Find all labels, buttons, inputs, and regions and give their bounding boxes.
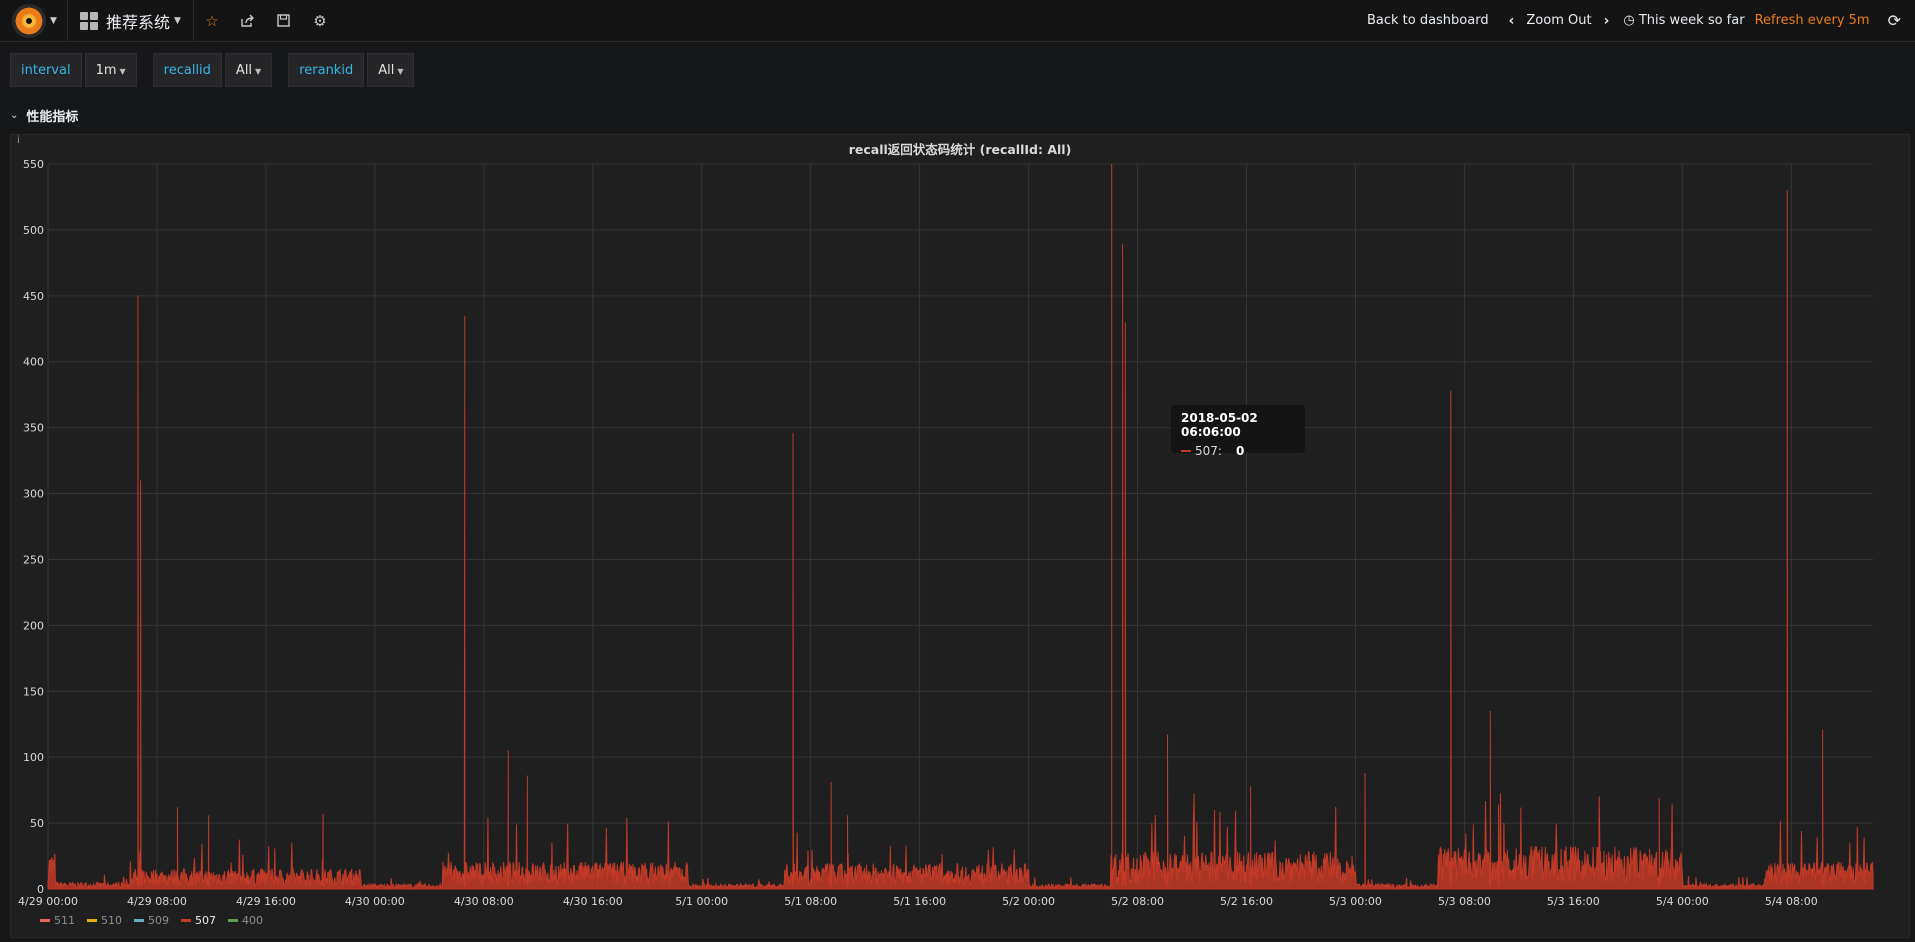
variable-label-rerankid: rerankid xyxy=(288,53,365,87)
x-tick-label: 4/30 00:00 xyxy=(345,895,405,908)
chevron-left-icon[interactable]: ‹ xyxy=(1508,12,1515,29)
y-tick-label: 100 xyxy=(23,751,44,764)
panel-title[interactable]: recall返回状态码统计 (recallId: All) xyxy=(848,142,1072,157)
legend-label: 507 xyxy=(195,914,216,927)
variable-value: All xyxy=(235,63,253,78)
chevron-down-icon: ⌄ xyxy=(10,110,19,121)
series-color-swatch xyxy=(181,919,191,922)
star-icon[interactable]: ☆ xyxy=(205,11,219,30)
legend-item-400[interactable]: 400 xyxy=(228,914,263,927)
y-tick-label: 0 xyxy=(37,883,44,896)
series-color-swatch xyxy=(1181,450,1191,452)
tooltip-series-row: 507: 0 xyxy=(1181,444,1295,458)
x-tick-label: 5/2 08:00 xyxy=(1111,895,1164,908)
template-variables: interval 1m ▼ recallid All ▼ rerankid All ▼ xyxy=(10,53,430,87)
legend-item-509[interactable]: 509 xyxy=(134,914,169,927)
refresh-interval-label[interactable]: Refresh every 5m xyxy=(1754,13,1870,28)
graph-tooltip: 2018-05-02 06:06:00 507: 0 xyxy=(1171,405,1305,458)
legend-label: 509 xyxy=(148,914,169,927)
y-tick-label: 400 xyxy=(23,356,44,369)
variable-select-recallid[interactable]: All ▼ xyxy=(224,53,273,87)
caret-down-icon: ▼ xyxy=(255,67,262,76)
series-color-swatch xyxy=(228,919,238,922)
series-color-swatch xyxy=(40,919,50,922)
x-tick-label: 5/3 16:00 xyxy=(1547,895,1600,908)
x-tick-label: 4/29 16:00 xyxy=(236,895,296,908)
variable-select-interval[interactable]: 1m ▼ xyxy=(84,53,137,87)
legend-item-507[interactable]: 507 xyxy=(181,914,216,927)
refresh-icon[interactable]: ⟳ xyxy=(1887,11,1901,30)
row-collapse-toggle[interactable]: ⌄ 性能指标 xyxy=(10,106,78,125)
x-tick-label: 5/1 08:00 xyxy=(784,895,837,908)
x-tick-label: 5/2 00:00 xyxy=(1002,895,1055,908)
x-tick-label: 5/2 16:00 xyxy=(1220,895,1273,908)
dashboard-title: 推荐系统 xyxy=(106,12,171,32)
dashboard-picker[interactable]: 推荐系统 ▼ xyxy=(68,0,194,41)
variable-select-rerankid[interactable]: All ▼ xyxy=(367,53,415,87)
caret-down-icon: ▼ xyxy=(119,67,126,76)
apps-icon xyxy=(80,11,98,30)
chevron-down-icon: ▼ xyxy=(50,15,57,26)
caret-down-icon: ▼ xyxy=(397,67,404,76)
y-tick-label: 200 xyxy=(23,619,44,632)
y-tick-label: 250 xyxy=(23,553,44,566)
y-tick-label: 150 xyxy=(23,685,44,698)
legend-label: 400 xyxy=(242,914,263,927)
x-tick-label: 5/3 08:00 xyxy=(1438,895,1491,908)
legend-label: 511 xyxy=(54,914,75,927)
time-range-label: This week so far xyxy=(1638,13,1745,28)
grafana-menu[interactable]: ▼ xyxy=(0,0,68,41)
grafana-logo-icon[interactable] xyxy=(12,3,46,38)
save-icon[interactable] xyxy=(266,0,302,41)
series-color-swatch xyxy=(87,919,97,922)
legend-item-511[interactable]: 511 xyxy=(40,914,75,927)
x-tick-label: 4/30 08:00 xyxy=(454,895,514,908)
series-color-swatch xyxy=(134,919,144,922)
y-tick-label: 450 xyxy=(23,290,44,303)
variable-value: 1m xyxy=(95,63,117,78)
row-title: 性能指标 xyxy=(26,110,79,125)
graph-canvas[interactable]: 0 50 100 150 200 250 300 350 400 450 500 550 4/29 00… xyxy=(11,135,1909,937)
time-range-picker[interactable]: ◷ This week so far xyxy=(1613,13,1748,28)
variable-value: All xyxy=(378,63,395,78)
y-tick-label: 300 xyxy=(23,488,44,501)
share-icon[interactable] xyxy=(230,0,266,41)
chevron-right-icon[interactable]: › xyxy=(1603,12,1610,29)
legend-item-510[interactable]: 510 xyxy=(87,914,122,927)
zoom-out-button[interactable]: Zoom Out xyxy=(1526,13,1592,28)
time-controls: Back to dashboard ‹ Zoom Out › ◷ This we… xyxy=(1359,0,1915,41)
y-tick-label: 500 xyxy=(23,224,44,237)
x-tick-label: 5/3 00:00 xyxy=(1329,895,1382,908)
graph-panel: i recall返回状态码统计 (recallId: All) 0 50 100 15… xyxy=(10,134,1910,938)
x-tick-label: 4/30 16:00 xyxy=(563,895,623,908)
x-tick-label: 5/1 16:00 xyxy=(893,895,946,908)
graph-legend: 511 510 509 507 400 xyxy=(40,914,275,927)
variable-label-recallid: recallid xyxy=(152,53,222,87)
y-tick-label: 350 xyxy=(23,422,44,435)
info-icon[interactable]: i xyxy=(17,135,20,146)
legend-label: 510 xyxy=(101,914,122,927)
top-navbar: ▼ 推荐系统 ▼ ☆ ⚙ Back to dashboard ‹ Zoom Ou… xyxy=(0,0,1915,42)
x-tick-label: 4/29 00:00 xyxy=(18,895,78,908)
variable-label-interval: interval xyxy=(10,53,82,87)
x-tick-label: 4/29 08:00 xyxy=(127,895,187,908)
tooltip-series-name: 507: xyxy=(1195,444,1222,458)
chevron-down-icon: ▼ xyxy=(174,15,181,26)
x-tick-label: 5/1 00:00 xyxy=(675,895,728,908)
clock-icon: ◷ xyxy=(1623,13,1635,28)
gear-icon[interactable]: ⚙ xyxy=(313,11,327,30)
tooltip-value: 0 xyxy=(1235,444,1245,458)
x-tick-label: 5/4 08:00 xyxy=(1765,895,1818,908)
y-tick-label: 50 xyxy=(30,817,44,830)
x-tick-label: 5/4 00:00 xyxy=(1656,895,1709,908)
back-to-dashboard-button[interactable]: Back to dashboard xyxy=(1366,13,1489,28)
series-507-area xyxy=(47,190,1874,890)
y-tick-label: 550 xyxy=(23,158,44,171)
tooltip-time: 2018-05-02 06:06:00 xyxy=(1181,411,1258,439)
